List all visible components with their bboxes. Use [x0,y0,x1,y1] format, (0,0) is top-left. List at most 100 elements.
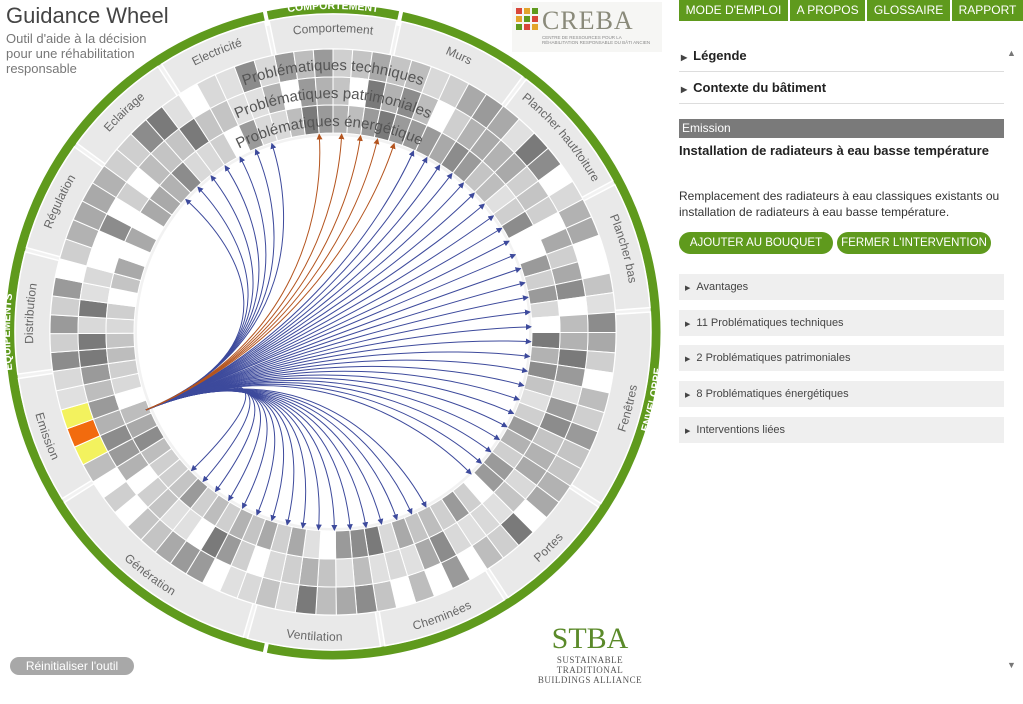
problem-cell[interactable] [49,314,80,335]
section-label: Interventions liées [696,424,786,436]
top-menu: MODE D'EMPLOI A PROPOS GLOSSAIRE RAPPORT [679,0,1023,21]
creba-subtitle: CENTRE DE RESSOURCES POUR LA RÉHABILITAT… [542,35,651,45]
problem-cell[interactable] [586,311,617,334]
triangle-right-icon: ▶ [685,428,691,435]
problem-cell[interactable] [558,313,589,333]
problem-cell[interactable] [558,331,589,352]
problem-cell[interactable] [77,315,107,334]
link-curve [145,134,363,411]
section-problematiques-energetiques[interactable]: ▶ 8 Problématiques énergétiques [679,381,1004,407]
section-problematiques-patrimoniales[interactable]: ▶ 2 Problématiques patrimoniales [679,345,1004,371]
problem-cell[interactable] [530,315,561,333]
legend-toggle[interactable]: ▶ Légende [679,41,1004,72]
problem-cell[interactable] [353,583,378,615]
problem-cell[interactable] [586,331,617,354]
triangle-right-icon: ▶ [685,285,691,292]
problem-cell[interactable] [78,347,109,369]
intervention-title: Installation de radiateurs à eau basse t… [679,143,989,158]
link-curve [145,390,307,529]
menu-glossaire[interactable]: GLOSSAIRE [867,0,950,21]
guidance-wheel[interactable]: Comportement Murs Plancher haut/toiture Pla… [0,0,680,699]
scroll-up-icon[interactable]: ▲ [1007,48,1016,58]
link-curve [145,142,285,411]
problem-cell[interactable] [557,295,588,317]
intervention-description: Remplacement des radiateurs à eau classi… [679,189,1000,219]
link-curve [145,389,276,516]
problem-cell[interactable] [49,332,80,354]
legend-label: Légende [693,48,747,63]
link-curve [145,389,284,522]
link-curve [145,182,465,411]
domain-label[interactable]: Ventilation [285,626,342,643]
stba-subtitle-2: BUILDINGS ALLIANCE [537,675,643,685]
group-divider [396,10,404,27]
problem-cell[interactable] [77,332,108,352]
section-label: 2 Problématiques patrimoniales [696,352,851,364]
add-to-bouquet-button[interactable]: AJOUTER AU BOUQUET [679,232,833,254]
link-curve [145,203,485,411]
triangle-right-icon: ▶ [681,53,688,62]
close-intervention-button[interactable]: FERMER L'INTERVENTION [837,232,991,254]
scroll-down-icon[interactable]: ▼ [1007,660,1016,670]
problem-cell[interactable] [105,317,135,334]
triangle-right-icon: ▶ [681,85,688,94]
creba-logo[interactable]: CREBA CENTRE DE RESSOURCES POUR LA RÉHAB… [512,2,662,52]
domain-label[interactable]: Comportement [292,21,375,38]
category-header: Emission [679,119,1004,138]
link-curve [145,133,323,411]
creba-mosaic-icon [516,8,538,30]
link-curve [145,172,453,411]
link-curve [145,142,396,411]
link-curve [145,133,345,411]
domain-label[interactable]: Distribution [22,282,40,344]
group-label: EQUIPEMENTS [1,293,15,371]
reset-button[interactable]: Réinitialiser l'outil [10,657,134,675]
section-label: Avantages [696,281,749,293]
link-curve [145,156,428,411]
group-label: COMPORTEMENT [287,0,380,15]
problem-cell[interactable] [335,557,356,588]
problem-cell[interactable] [316,558,337,588]
problem-cell[interactable] [335,585,358,616]
problem-cell[interactable] [334,529,353,560]
triangle-right-icon: ▶ [685,321,691,328]
triangle-right-icon: ▶ [685,392,691,399]
context-label: Contexte du bâtiment [693,80,827,95]
problem-cell[interactable] [315,585,337,616]
creba-wordmark: CREBA [542,6,634,35]
app-subtitle: Outil d'aide à la décision pour une réha… [6,31,147,76]
link-curve [145,192,475,411]
link-curve [145,387,256,493]
stba-logo[interactable]: STBA SUSTAINABLE TRADITIONAL BUILDINGS A… [525,622,655,686]
link-curve [145,385,251,483]
triangle-right-icon: ▶ [685,356,691,363]
link-curve [145,390,295,526]
problem-cell[interactable] [318,530,337,560]
section-avantages[interactable]: ▶ Avantages [679,274,1004,300]
app-title: Guidance Wheel [6,3,169,28]
context-toggle[interactable]: ▶ Contexte du bâtiment [679,73,1004,104]
section-label: 11 Problématiques techniques [696,317,844,329]
menu-mode-emploi[interactable]: MODE D'EMPLOI [679,0,788,21]
menu-a-propos[interactable]: A PROPOS [789,0,866,21]
problem-cell[interactable] [269,109,293,142]
section-problematiques-techniques[interactable]: ▶ 11 Problématiques techniques [679,310,1004,336]
outer-green-ring [5,4,661,660]
link-curve [145,388,268,509]
section-label: 8 Problématiques énergétiques [696,388,849,400]
menu-rapport[interactable]: RAPPORT [951,0,1023,21]
link-curve [145,384,247,472]
stba-subtitle-1: SUSTAINABLE TRADITIONAL [556,655,624,675]
group-divider [262,10,270,27]
link-curve [145,164,441,411]
problem-cell[interactable] [584,292,616,315]
wheel-center [137,136,529,528]
problem-cell[interactable] [530,331,561,350]
stba-wordmark: STBA [551,622,629,655]
link-curve [145,138,380,411]
problem-cell[interactable] [50,349,82,372]
section-interventions-liees[interactable]: ▶ Interventions liées [679,417,1004,443]
link-curve [145,388,262,502]
problem-cell[interactable] [105,332,136,350]
